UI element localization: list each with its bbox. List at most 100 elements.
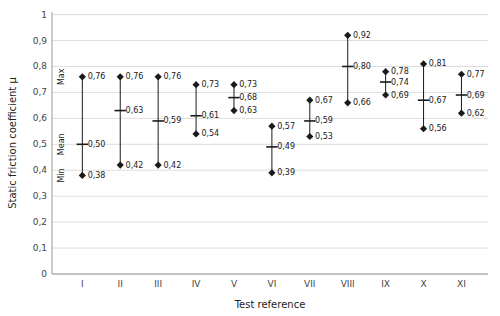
diamond-marker <box>230 81 237 88</box>
data-label: 0,77 <box>467 70 485 79</box>
range-line <box>461 74 462 113</box>
data-label: 0,59 <box>315 116 333 125</box>
mean-tick <box>266 146 277 148</box>
diamond-marker <box>155 73 162 80</box>
y-axis-line <box>52 12 53 274</box>
data-label: 0,38 <box>88 171 106 180</box>
data-label: 0,57 <box>277 122 295 131</box>
data-label: 0,67 <box>315 96 333 105</box>
grid-line <box>52 118 488 119</box>
mean-tick <box>380 81 391 83</box>
data-label: 0,42 <box>126 161 144 170</box>
data-label: 0,69 <box>391 91 409 100</box>
x-tick-label: X <box>420 279 426 289</box>
mean-tick <box>190 115 201 117</box>
diamond-marker <box>382 68 389 75</box>
grid-line <box>52 14 488 15</box>
data-label: 0,39 <box>277 168 295 177</box>
data-label: 0,74 <box>391 78 409 87</box>
data-label: 0,62 <box>467 109 485 118</box>
x-tick-label: III <box>154 279 162 289</box>
diamond-marker <box>306 97 313 104</box>
grid-line <box>52 274 488 275</box>
data-label: 0,78 <box>391 67 409 76</box>
series-name: Mean <box>57 133 66 155</box>
diamond-marker <box>458 71 465 78</box>
data-label: 0,49 <box>277 142 295 151</box>
y-tick-label: 0,4 <box>33 165 48 175</box>
diamond-marker <box>344 32 351 39</box>
y-tick-label: 0,6 <box>33 113 48 123</box>
y-tick-label: 0,1 <box>33 243 47 253</box>
diamond-marker <box>306 133 313 140</box>
y-tick-label: 0,2 <box>33 217 47 227</box>
diamond-marker <box>230 107 237 114</box>
data-label: 0,66 <box>353 98 371 107</box>
data-label: 0,63 <box>126 106 144 115</box>
y-tick-label: 0,8 <box>33 61 48 71</box>
data-label: 0,56 <box>429 124 447 133</box>
data-label: 0,76 <box>126 72 144 81</box>
data-label: 0,54 <box>201 129 219 138</box>
range-line <box>82 77 83 176</box>
diamond-marker <box>192 81 199 88</box>
data-label: 0,67 <box>429 96 447 105</box>
x-tick-label: V <box>231 279 238 289</box>
data-labels: 0,760,760,760,730,730,570,670,920,780,81… <box>57 31 485 183</box>
range-line <box>271 126 272 173</box>
data-label: 0,59 <box>163 116 181 125</box>
diamond-marker <box>79 73 86 80</box>
x-tick-label: VI <box>267 279 276 289</box>
mean-tick <box>228 97 239 99</box>
x-tick-label: II <box>118 279 123 289</box>
grid-line <box>52 248 488 249</box>
y-tick-label: 0,7 <box>33 87 47 97</box>
data-label: 0,92 <box>353 31 371 40</box>
y-tick-label: 1 <box>41 10 47 20</box>
x-tick-label: IV <box>192 279 202 289</box>
series-name: Max <box>57 68 66 85</box>
mean-tick <box>152 120 163 122</box>
data-label: 0,76 <box>163 72 181 81</box>
x-tick-label: IX <box>381 279 390 289</box>
y-axis: 00,10,20,30,40,50,60,70,80,91 <box>33 10 52 279</box>
y-tick-label: 0,3 <box>33 191 47 201</box>
range-line <box>196 85 197 134</box>
diamond-marker <box>420 125 427 132</box>
data-label: 0,73 <box>201 80 219 89</box>
x-axis-line <box>52 274 488 275</box>
diamond-marker <box>382 91 389 98</box>
diamond-marker <box>268 169 275 176</box>
data-label: 0,81 <box>429 59 447 68</box>
range-line <box>347 35 348 102</box>
grid-line <box>52 144 488 145</box>
marks <box>77 32 468 179</box>
x-tick-label: XI <box>457 279 466 289</box>
diamond-marker <box>117 73 124 80</box>
diamond-marker <box>420 60 427 67</box>
diamond-marker <box>458 110 465 117</box>
diamond-marker <box>117 161 124 168</box>
diamond-marker <box>192 130 199 137</box>
range-line <box>120 77 121 165</box>
y-axis-title: Static friction coefficient μ <box>7 77 18 209</box>
chart: 00,10,20,30,40,50,60,70,80,91IIIIIIIVVVI… <box>0 0 500 316</box>
mean-tick <box>77 143 88 145</box>
data-label: 0,42 <box>163 161 181 170</box>
x-tick-label: I <box>81 279 84 289</box>
data-label: 0,61 <box>201 111 219 120</box>
grid-line <box>52 170 488 171</box>
series-name: Min <box>57 168 66 182</box>
x-axis: IIIIIIIVVVIVIIVIIIIXXXI <box>81 279 466 289</box>
range-line <box>309 100 310 136</box>
data-label: 0,76 <box>88 72 106 81</box>
mean-tick <box>115 110 126 112</box>
grid-line <box>52 40 488 41</box>
x-axis-title: Test reference <box>234 299 306 310</box>
grid <box>52 15 488 274</box>
range-line <box>423 64 424 129</box>
data-label: 0,53 <box>315 132 333 141</box>
mean-tick <box>418 99 429 101</box>
mean-tick <box>304 120 315 122</box>
background <box>0 0 500 316</box>
